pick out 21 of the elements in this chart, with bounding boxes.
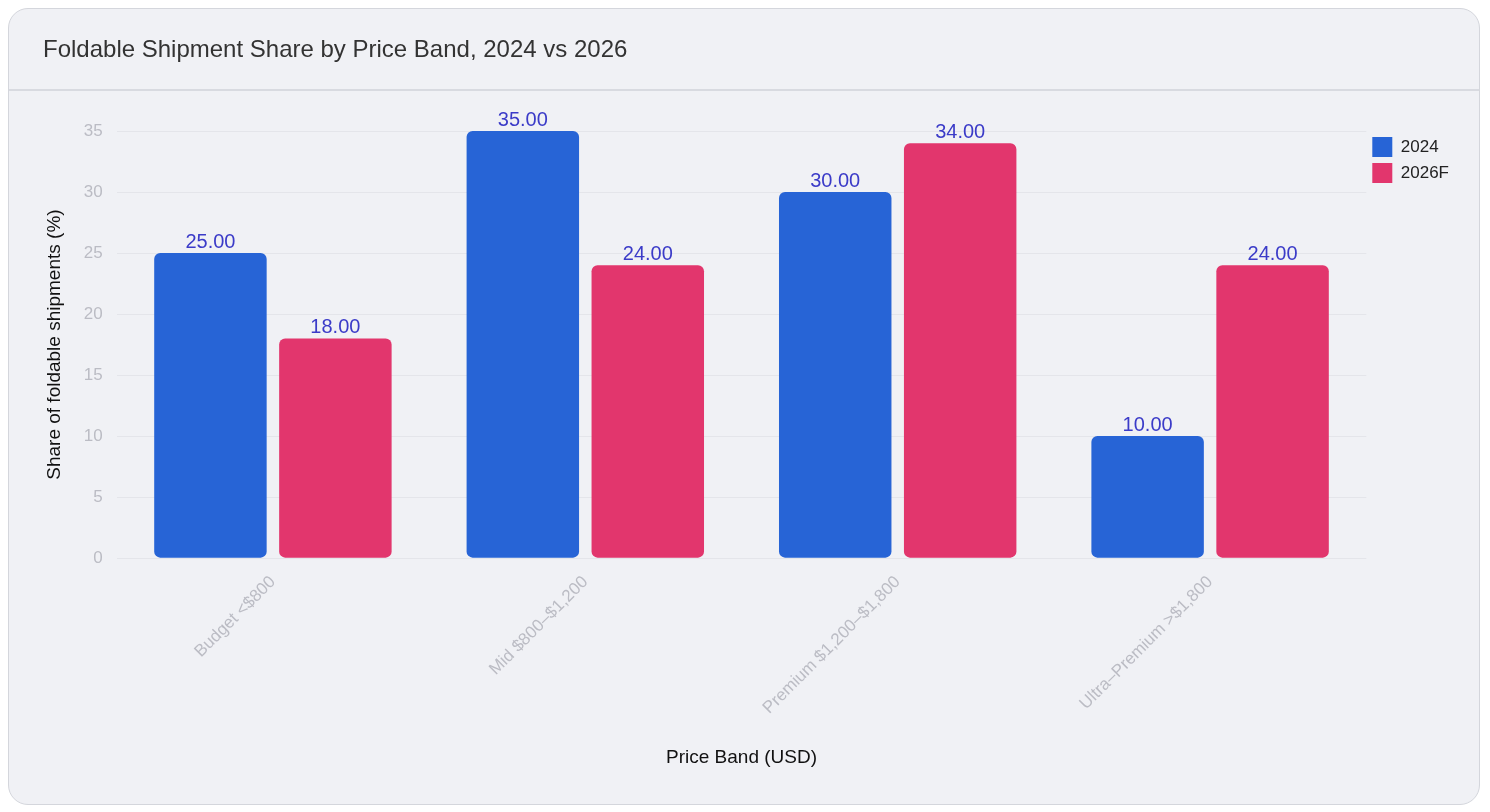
data-label: 24.00: [1247, 241, 1298, 264]
bar: [1216, 265, 1329, 558]
data-label: 25.00: [185, 229, 236, 252]
data-label: 35.00: [497, 107, 548, 130]
x-axis-title: Price Band (USD): [666, 745, 817, 767]
data-label: 10.00: [1122, 412, 1173, 435]
legend-label: 2026F: [1400, 162, 1449, 182]
bar: [591, 265, 705, 558]
chart-title: Foldable Shipment Share by Price Band, 2024 vs 2026: [9, 9, 1479, 91]
data-label: 34.00: [935, 119, 986, 142]
bar: [1091, 436, 1204, 558]
data-label: 24.00: [622, 241, 673, 264]
bar: [466, 131, 580, 558]
bar: [778, 192, 892, 558]
bar: [279, 338, 392, 558]
bar: [154, 253, 267, 558]
y-axis-title: Share of foldable shipments (%): [42, 209, 64, 480]
legend-label: 2024: [1400, 136, 1439, 156]
data-label: 18.00: [310, 314, 361, 337]
data-label: 30.00: [810, 168, 861, 191]
bar: [903, 143, 1017, 558]
